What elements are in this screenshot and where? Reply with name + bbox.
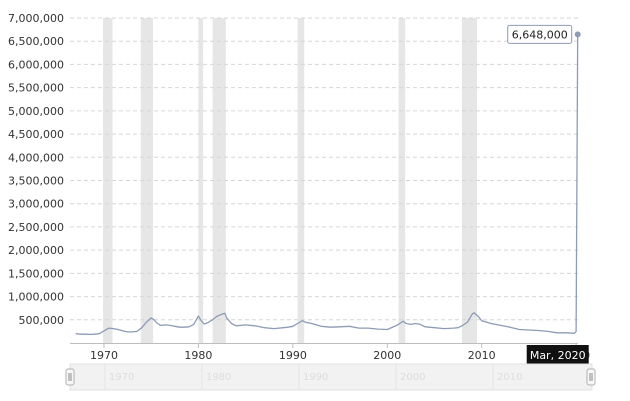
navigator-label: 1980 <box>206 372 231 383</box>
last-point-marker <box>574 31 581 38</box>
navigator-track[interactable] <box>69 363 593 391</box>
y-tick-label: 3,000,000 <box>8 198 64 211</box>
range-navigator[interactable]: 1970 1980 1990 2000 2010 <box>65 363 596 391</box>
annotations: 6,648,000 Mar, 2020 <box>507 24 589 365</box>
y-tick-label: 6,500,000 <box>8 35 64 48</box>
y-tick-label: 5,000,000 <box>8 105 64 118</box>
y-tick-label: 1,500,000 <box>8 267 64 280</box>
x-tooltip-label: Mar, 2020 <box>530 349 586 362</box>
value-callout-label: 6,648,000 <box>512 28 568 41</box>
recession-band <box>140 18 154 343</box>
x-tick-label: 1970 <box>90 349 118 362</box>
x-tooltip-box <box>526 345 589 365</box>
recession-band <box>297 18 305 343</box>
y-tick-label: 2,000,000 <box>8 244 64 257</box>
y-tick-label: 3,500,000 <box>8 175 64 188</box>
y-tick-label: 4,000,000 <box>8 151 64 164</box>
x-tick-label: 1990 <box>279 349 307 362</box>
navigator-label: 1990 <box>303 372 328 383</box>
navigator-handle-right[interactable] <box>586 368 596 386</box>
y-tick-label: 5,500,000 <box>8 82 64 95</box>
gridlines <box>70 17 578 321</box>
x-tick-label: 2010 <box>468 349 496 362</box>
y-tick-label: 500,000 <box>19 314 65 327</box>
navigator-label: 1970 <box>109 372 134 383</box>
series-line <box>75 34 579 336</box>
x-tick-label: 1980 <box>184 349 212 362</box>
series-lines <box>75 34 579 336</box>
y-tick-label: 2,500,000 <box>8 221 64 234</box>
navigator-label: 2010 <box>497 372 522 383</box>
y-tick-label: 4,500,000 <box>8 128 64 141</box>
navigator-label: 2000 <box>400 372 425 383</box>
y-tick-label: 7,000,000 <box>8 12 64 25</box>
y-axis: 500,000 1,000,000 1,500,000 2,000,000 2,500,… <box>8 12 64 327</box>
value-callout-box <box>507 24 573 44</box>
recession-band <box>198 18 204 343</box>
y-tick-label: 6,000,000 <box>8 58 64 71</box>
x-tick-label: 2000 <box>373 349 401 362</box>
navigator-handle-left[interactable] <box>65 368 75 386</box>
x-axis: 197019801990200020102020 <box>70 343 590 362</box>
y-tick-label: 1,000,000 <box>8 291 64 304</box>
